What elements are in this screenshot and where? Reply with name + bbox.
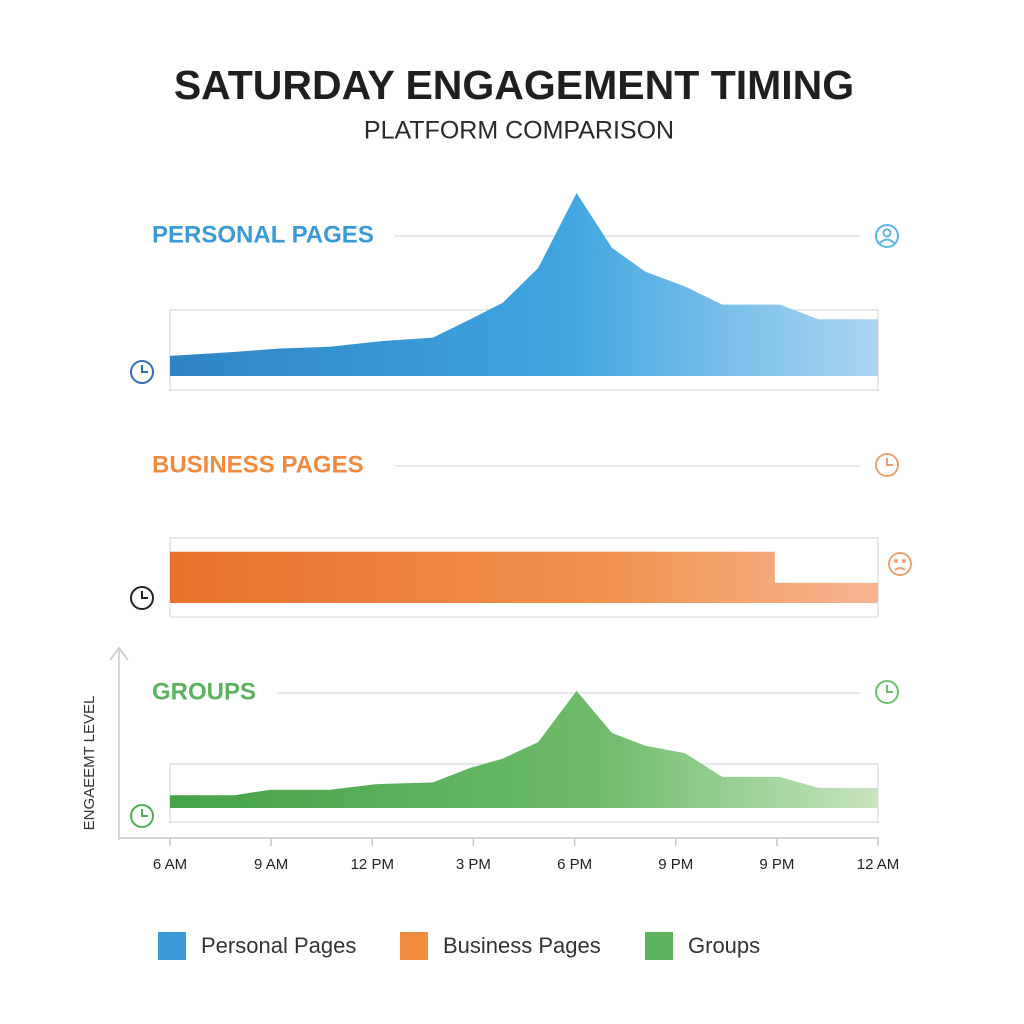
icons xyxy=(130,224,912,828)
panel-label: GROUPS xyxy=(152,678,256,705)
x-tick-label: 9 AM xyxy=(254,856,288,873)
area xyxy=(170,193,878,376)
x-tick-label: 12 AM xyxy=(857,856,900,873)
legend-label: Groups xyxy=(688,933,760,958)
area xyxy=(170,551,878,603)
panel-label: PERSONAL PAGES xyxy=(152,221,374,248)
y-axis-arrow xyxy=(109,646,129,661)
panel-label: BUSINESS PAGES xyxy=(152,451,364,478)
x-tick-label: 12 PM xyxy=(351,856,394,873)
chart-subtitle: PLATFORM COMPARISON xyxy=(364,117,674,145)
legend-swatch xyxy=(645,932,673,960)
x-tick-label: 3 PM xyxy=(456,856,491,873)
legend-label: Business Pages xyxy=(443,933,601,958)
x-tick-label: 9 PM xyxy=(658,856,693,873)
legend-swatch xyxy=(158,932,186,960)
y-axis-label: ENGAEEMT LEVEL xyxy=(81,696,98,831)
chart-title: SATURDAY ENGAGEMENT TIMING xyxy=(174,62,854,108)
legend-label: Personal Pages xyxy=(201,933,356,958)
x-tick-label: 6 AM xyxy=(153,856,187,873)
legend-swatch xyxy=(400,932,428,960)
x-tick-label: 9 PM xyxy=(759,856,794,873)
x-tick-label: 6 PM xyxy=(557,856,592,873)
area xyxy=(170,690,878,808)
